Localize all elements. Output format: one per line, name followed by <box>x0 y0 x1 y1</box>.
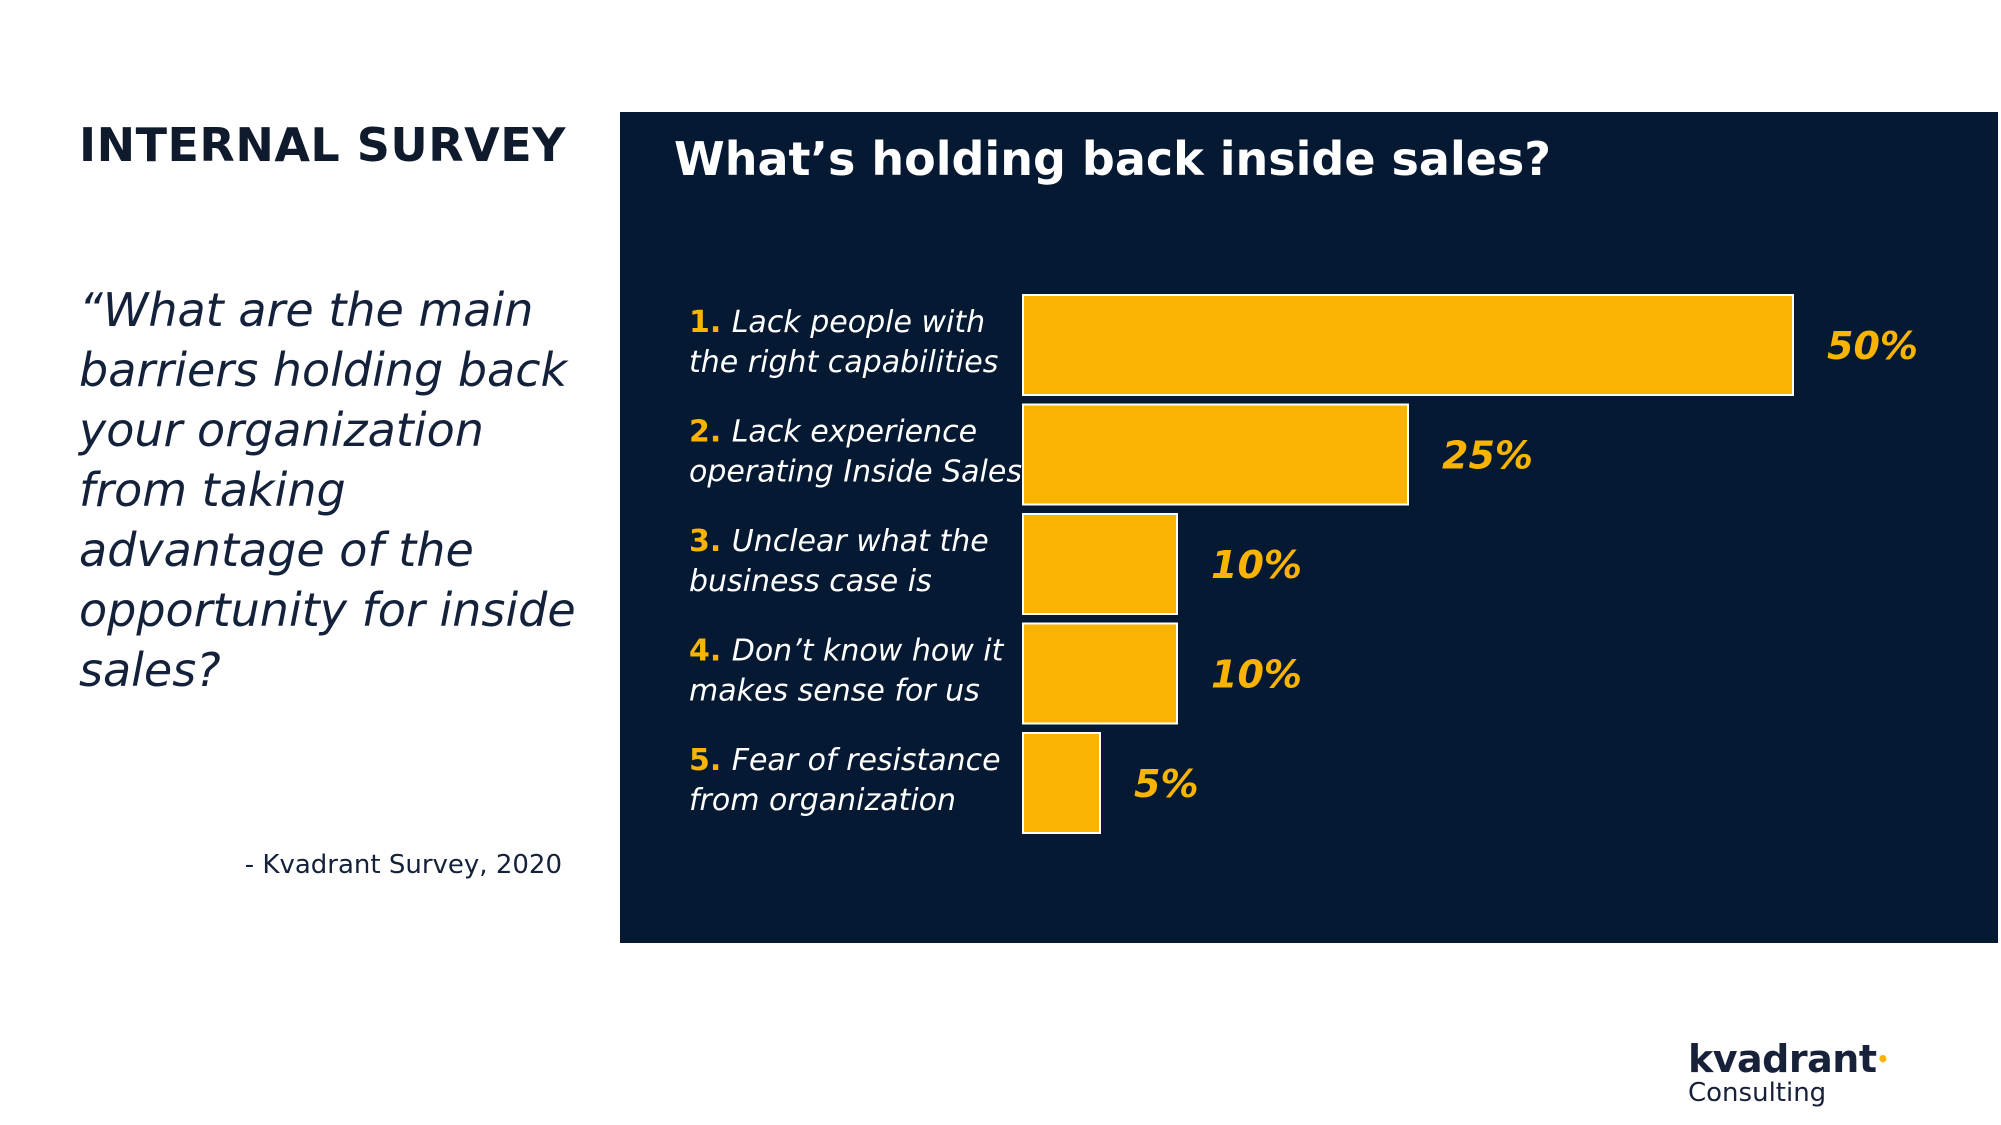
category-number: 3. <box>689 524 732 559</box>
category-number: 1. <box>689 305 732 340</box>
category-line-1: Unclear what the <box>732 524 989 559</box>
category-line-2: operating Inside Sales <box>689 455 1022 490</box>
bar-chart: 1. Lack people with the right capabilitie… <box>689 294 1918 834</box>
kvadrant-logo: kvadrant• Consulting <box>1688 1040 1889 1108</box>
category-line-2: makes sense for us <box>689 674 980 709</box>
category-label: 4. Don’t know how it makes sense for us <box>689 634 1005 709</box>
category-number: 4. <box>689 634 732 669</box>
category-label: 2. Lack experience operating Inside Sales <box>689 415 1022 490</box>
logo-wordmark: kvadrant• <box>1688 1040 1889 1078</box>
bar-group-1: 1. Lack people with the right capabilitie… <box>689 294 1918 396</box>
logo-subtitle: Consulting <box>1688 1078 1827 1108</box>
survey-question-quote: “What are the main barriers holding back… <box>79 283 576 697</box>
category-line-1: Lack experience <box>732 415 977 450</box>
bar-group-2: 2. Lack experience operating Inside Sales… <box>689 403 1533 506</box>
logo-dot-icon: • <box>1876 1047 1890 1071</box>
survey-heading: INTERNAL SURVEY <box>79 118 566 172</box>
category-line-2: the right capabilities <box>689 345 998 380</box>
category-line-1: Fear of resistance <box>732 743 1001 778</box>
bar <box>1022 294 1794 396</box>
category-number: 5. <box>689 743 732 778</box>
bar <box>1022 622 1178 725</box>
chart-title: What’s holding back inside sales? <box>674 132 1551 186</box>
bar-group-5: 5. Fear of resistance from organization 5% <box>689 732 1199 834</box>
chart-panel: What’s holding back inside sales? 1. Lac… <box>620 112 1998 943</box>
value-label: 10% <box>1211 543 1302 587</box>
category-number: 2. <box>689 415 732 450</box>
bar <box>1022 403 1409 506</box>
value-label: 5% <box>1134 762 1199 806</box>
category-label: 5. Fear of resistance from organization <box>689 743 1001 818</box>
bar <box>1022 513 1178 615</box>
category-label: 1. Lack people with the right capabilitie… <box>689 305 998 380</box>
survey-attribution: - Kvadrant Survey, 2020 <box>244 850 562 880</box>
logo-name: kvadrant <box>1688 1037 1877 1081</box>
category-line-1: Don’t know how it <box>732 634 1005 669</box>
bar-group-4: 4. Don’t know how it makes sense for us 10… <box>689 622 1302 725</box>
bar-group-3: 3. Unclear what the business case is 10% <box>689 513 1302 615</box>
value-label: 25% <box>1442 434 1533 478</box>
value-label: 10% <box>1211 653 1302 697</box>
category-line-2: from organization <box>689 783 956 818</box>
category-line-1: Lack people with <box>732 305 985 340</box>
bar <box>1022 732 1101 834</box>
category-label: 3. Unclear what the business case is <box>689 524 989 599</box>
category-line-2: business case is <box>689 564 932 599</box>
value-label: 50% <box>1827 324 1918 368</box>
